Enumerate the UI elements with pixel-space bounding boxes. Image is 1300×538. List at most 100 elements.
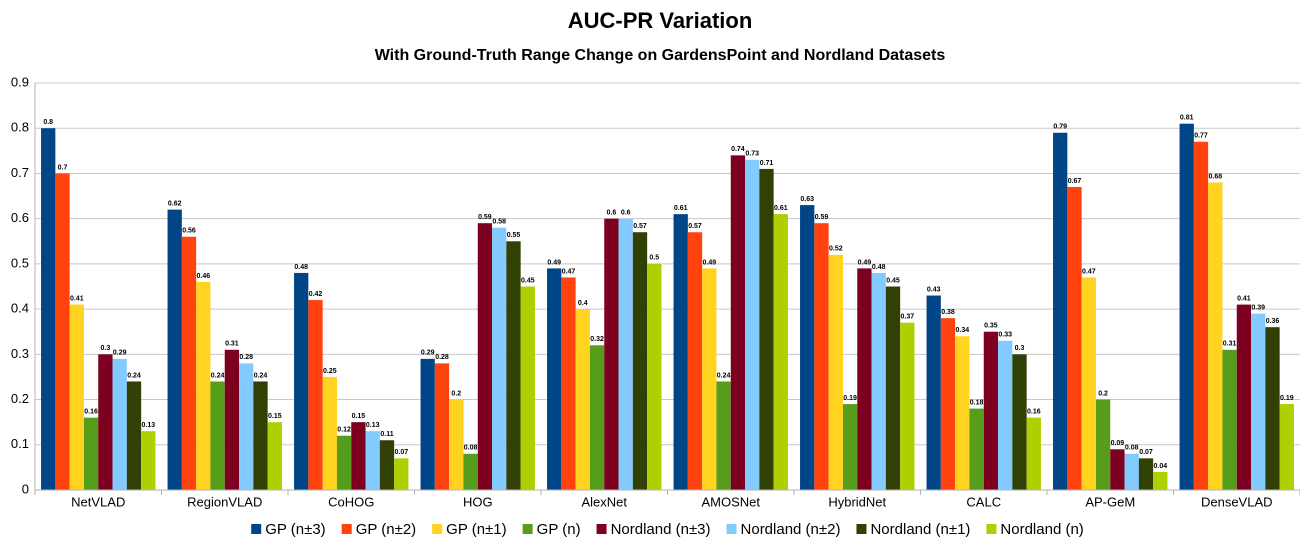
bar (379, 440, 395, 490)
bar (1012, 354, 1027, 490)
data-label: 0.08 (464, 445, 478, 452)
data-label: 0.41 (1237, 295, 1251, 302)
legend: GP (n±3) GP (n±2) GP (n±1) GP (n) Nordland (… (251, 521, 1084, 538)
data-label: 0.28 (435, 354, 449, 361)
bar (434, 363, 450, 490)
data-label: 0.2 (451, 390, 461, 397)
legend-swatch (251, 524, 262, 534)
y-tick-label: 0.1 (11, 436, 29, 451)
legend-label: Nordland (n±3) (611, 521, 711, 538)
bar (632, 232, 648, 490)
bar (702, 268, 717, 490)
bar (141, 431, 156, 490)
bar (477, 223, 493, 490)
data-label: 0.71 (760, 160, 774, 167)
data-label: 0.59 (815, 214, 829, 221)
bar (420, 358, 435, 490)
legend-label: Nordland (n) (1000, 521, 1083, 538)
bar (800, 205, 815, 490)
legend-swatch (432, 524, 443, 534)
bar (83, 417, 99, 490)
bar (365, 431, 380, 490)
y-tick-label: 0.5 (11, 255, 29, 270)
data-label: 0.6 (621, 210, 631, 217)
data-label: 0.7 (58, 164, 68, 171)
data-label: 0.3 (101, 345, 111, 352)
legend-swatch (856, 524, 867, 534)
bar (463, 453, 478, 490)
data-label: 0.36 (1266, 318, 1280, 325)
bar (618, 218, 633, 490)
bar (1095, 399, 1111, 490)
data-label: 0.61 (674, 205, 688, 212)
legend-swatch (341, 524, 352, 534)
data-label: 0.33 (998, 332, 1012, 339)
bar (589, 345, 605, 490)
data-label: 0.19 (1280, 395, 1294, 402)
bar (730, 155, 746, 490)
x-tick-label: CALC (966, 494, 1001, 509)
legend-label: Nordland (n±2) (741, 521, 841, 538)
bar (969, 408, 984, 490)
legend-label: GP (n) (537, 521, 581, 538)
legend-label: GP (n±2) (356, 521, 416, 538)
y-tick-label: 0.4 (11, 301, 29, 316)
data-label: 0.34 (955, 327, 969, 334)
y-tick-label: 0.2 (11, 391, 29, 406)
data-label: 0.3 (1015, 345, 1025, 352)
bar (336, 435, 352, 490)
bar (1251, 313, 1266, 490)
bar (561, 277, 576, 490)
bar (1124, 453, 1139, 490)
bar (112, 358, 127, 490)
legend-swatch (596, 524, 607, 534)
data-label: 0.63 (800, 196, 814, 203)
bar (647, 263, 662, 490)
y-tick-label: 0 (22, 481, 29, 496)
data-label: 0.32 (590, 336, 604, 343)
data-label: 0.55 (507, 232, 521, 239)
legend-label: GP (n±3) (265, 521, 325, 538)
bar (1222, 349, 1237, 490)
x-tick-label: HOG (463, 494, 493, 509)
bar (1026, 417, 1041, 490)
bar (1153, 471, 1168, 490)
data-label: 0.74 (731, 146, 745, 153)
bar (547, 268, 562, 490)
x-tick-label: AMOSNet (701, 494, 760, 509)
data-label: 0.48 (294, 264, 308, 271)
bar (745, 159, 760, 490)
data-label: 0.56 (182, 228, 196, 235)
y-tick-label: 0.3 (11, 346, 29, 361)
data-label: 0.4 (578, 300, 588, 307)
data-label: 0.29 (113, 350, 127, 357)
data-label: 0.59 (478, 214, 492, 221)
chart-subtitle: With Ground-Truth Range Change on Garden… (375, 47, 946, 64)
y-tick-label: 0.6 (11, 210, 29, 225)
bar (69, 304, 84, 490)
bar (1208, 182, 1223, 490)
data-label: 0.15 (268, 413, 282, 420)
bar (998, 340, 1013, 490)
data-label: 0.25 (323, 368, 337, 375)
data-label: 0.11 (380, 431, 393, 438)
data-label: 0.24 (127, 372, 141, 379)
data-label: 0.68 (1208, 173, 1222, 180)
bar (759, 168, 774, 490)
bar (267, 422, 282, 490)
data-label: 0.79 (1053, 124, 1067, 131)
bar (842, 404, 858, 490)
data-label: 0.31 (225, 341, 239, 348)
data-label: 0.47 (562, 268, 576, 275)
data-label: 0.2 (1098, 390, 1108, 397)
data-label: 0.43 (927, 286, 941, 293)
data-label: 0.18 (970, 399, 984, 406)
data-label: 0.07 (1139, 449, 1153, 456)
bar (224, 349, 240, 490)
x-tick-label: AlexNet (581, 494, 627, 509)
data-label: 0.47 (1082, 268, 1096, 275)
bar (814, 223, 829, 490)
bar (857, 268, 872, 490)
legend-label: GP (n±1) (446, 521, 506, 538)
bar (239, 363, 254, 490)
